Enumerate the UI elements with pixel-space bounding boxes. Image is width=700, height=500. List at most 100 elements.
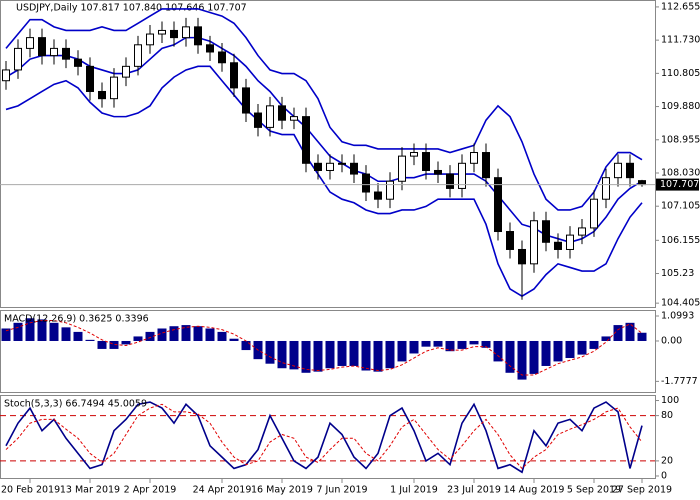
macd-bar (505, 340, 515, 373)
macd-bar (553, 340, 563, 362)
y-tick-label: 80 (661, 410, 673, 421)
macd-bar (301, 340, 311, 373)
candle-body (26, 37, 34, 49)
macd-bar (1, 328, 11, 341)
macd-bar (577, 340, 587, 355)
macd-bar (13, 322, 23, 341)
macd-bar (493, 340, 503, 362)
macd-bar (97, 340, 107, 349)
y-tick-label: -1.7777 (661, 376, 698, 387)
macd-bar (73, 331, 83, 341)
macd-bar (277, 340, 287, 369)
x-tick-label: 14 Aug 2019 (504, 485, 565, 496)
macd-bar (61, 327, 71, 341)
macd-panel (0, 310, 656, 393)
x-tick-label: 16 May 2019 (251, 485, 313, 496)
candle-body (50, 47, 58, 57)
candle-body (386, 180, 394, 200)
candle-body (350, 162, 358, 175)
macd-bar (337, 340, 347, 366)
candle-body (338, 162, 346, 165)
macd-bar (49, 322, 59, 341)
macd-bar (601, 336, 611, 341)
candle-body (542, 220, 550, 243)
last-price-box (656, 178, 699, 191)
candle-body (602, 177, 610, 200)
macd-bar (565, 340, 575, 359)
macd-bar (241, 340, 251, 351)
x-tick-label: 7 Jun 2019 (316, 485, 367, 496)
candle-body (578, 227, 586, 236)
candle-body (434, 169, 442, 175)
macd-bar (409, 340, 419, 354)
indicator-label: MACD(12,26,9) 0.3625 0.3396 (4, 314, 149, 325)
candle-body (38, 37, 46, 57)
candle-body (482, 152, 490, 179)
candle-body (170, 29, 178, 39)
y-tick-label: 108.955 (661, 134, 700, 145)
candle-body (290, 116, 298, 121)
macd-bar (469, 340, 479, 345)
macd-bar (517, 340, 527, 380)
y-tick-label: 0 (661, 470, 667, 481)
candle-body (626, 162, 634, 179)
y-tick-label: 109.880 (661, 101, 700, 112)
candle-body (518, 248, 526, 265)
candle-body (158, 29, 166, 35)
indicator-label: Stoch(5,3,3) 66.7494 45.0059 (4, 399, 147, 410)
bollinger-band (5, 65, 643, 298)
candle-body (98, 90, 106, 100)
macd-bar (385, 340, 395, 369)
stochastic-line (5, 401, 643, 474)
chart-title: USDJPY,Daily 107.817 107.840 107.646 107… (16, 3, 247, 14)
x-tick-label: 24 Apr 2019 (193, 485, 252, 496)
candle-body (218, 51, 226, 64)
candle-body (374, 191, 382, 200)
candle-body (74, 58, 82, 67)
macd-bar (613, 325, 623, 341)
candle-body (470, 152, 478, 164)
candle-body (326, 162, 334, 171)
y-tick-label: 0.00 (661, 335, 682, 346)
candle-body (446, 173, 454, 189)
x-tick-label: 20 Feb 2019 (1, 485, 60, 496)
macd-bar (205, 328, 215, 341)
macd-bar (397, 340, 407, 362)
candle-body (362, 173, 370, 193)
macd-bar (529, 340, 539, 374)
candle-body (458, 162, 466, 189)
bollinger-band (5, 36, 643, 244)
macd-bar (313, 340, 323, 372)
candle-body (554, 241, 562, 250)
macd-bar (145, 331, 155, 341)
candle-body (278, 105, 286, 121)
bollinger-band (5, 8, 643, 211)
y-tick-label: 108.030 (661, 167, 700, 178)
macd-bar (373, 340, 383, 372)
x-tick-label: 1 Jul 2019 (390, 485, 438, 496)
y-tick-label: 112.655 (661, 1, 700, 12)
macd-bar (457, 340, 467, 349)
candle-body (230, 62, 238, 89)
y-tick-label: 105.23 (661, 268, 694, 279)
candle-body (110, 76, 118, 100)
candle-body (182, 26, 190, 39)
y-tick-label: 110.805 (661, 68, 700, 79)
x-tick-label: 23 Jul 2019 (447, 485, 501, 496)
candle-body (590, 198, 598, 229)
candle-body (410, 152, 418, 157)
macd-bar (421, 340, 431, 347)
x-tick-label: 2 Apr 2019 (124, 485, 177, 496)
candle-body (242, 87, 250, 114)
macd-bar (181, 325, 191, 341)
candle-body (614, 162, 622, 179)
candle-body (146, 33, 154, 46)
price-panel (0, 0, 656, 308)
macd-bar (637, 332, 647, 341)
candle-body (194, 26, 202, 46)
candle-body (254, 112, 262, 128)
macd-bar (589, 340, 599, 349)
macd-bar (349, 340, 359, 366)
candle-body (14, 47, 22, 71)
macd-bar (541, 340, 551, 366)
